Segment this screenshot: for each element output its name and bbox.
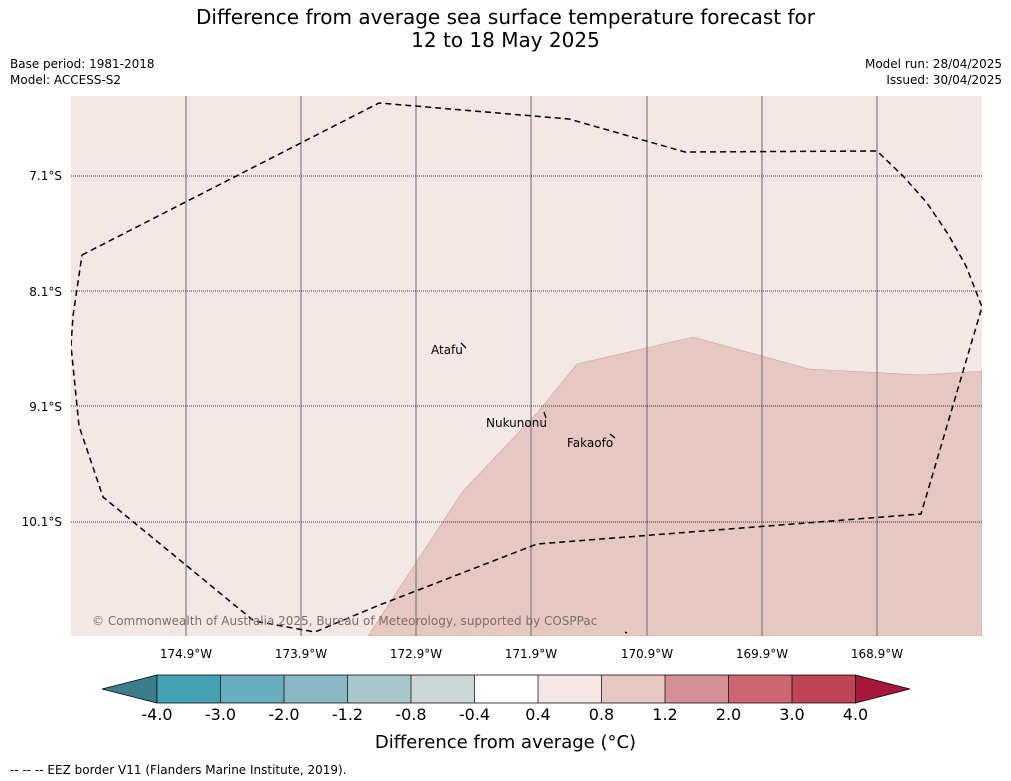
colorbar-tick-label: 2.0 [715, 705, 742, 724]
islet-mark [624, 631, 628, 634]
longitude-label: 169.9°W [735, 647, 789, 661]
longitude-label: 174.9°W [159, 647, 213, 661]
colorbar-segment [284, 675, 348, 703]
colorbar-min-extension [101, 674, 158, 704]
island-marks [460, 342, 628, 634]
eez-footnote: -- -- -- EEZ border V11 (Flanders Marine… [10, 763, 347, 777]
issued-date: Issued: 30/04/2025 [886, 73, 1002, 87]
latitude-label: 7.1°S [29, 169, 62, 183]
longitude-label: 170.9°W [620, 647, 674, 661]
colorbar-tick-label: 0.4 [525, 705, 551, 724]
longitude-label: 171.9°W [504, 647, 558, 661]
colorbar-tick-label: 3.0 [779, 705, 805, 724]
colorbar-segment [157, 675, 221, 703]
map-canvas [71, 96, 982, 636]
colorbar-tick-label: -2.0 [268, 705, 300, 724]
copyright-notice: © Commonwealth of Australia 2025, Bureau… [92, 614, 598, 628]
colorbar-tick-label: 4.0 [842, 705, 869, 724]
colorbar-segment [665, 675, 729, 703]
model-name: Model: ACCESS-S2 [10, 73, 122, 87]
latitude-label: 9.1°S [29, 400, 62, 414]
colorbar [100, 674, 912, 706]
sst-anomaly-map [71, 96, 982, 636]
colorbar-segment [601, 675, 665, 703]
place-label-nukunonu: Nukunonu [486, 416, 547, 430]
atafu-island-mark [460, 342, 467, 349]
fakaofo-island-mark [609, 433, 616, 439]
map-title-line1: Difference from average sea surface temp… [195, 5, 815, 29]
place-label-atafu: Atafu [431, 343, 463, 357]
colorbar-tick-label: 1.2 [652, 705, 678, 724]
colorbar-tick-label: -0.4 [458, 705, 491, 724]
eez-border [71, 102, 982, 633]
map-title: Difference from average sea surface temp… [0, 6, 1011, 52]
colorbar-segment [792, 675, 856, 703]
nukunonu-island-mark [543, 411, 547, 419]
colorbar-dividers [156, 674, 856, 704]
colorbar-svg [101, 674, 911, 704]
colorbar-max-extension [855, 674, 911, 704]
meta-right: Model run: 28/04/2025 Issued: 30/04/2025 [865, 56, 1002, 88]
longitude-label: 172.9°W [389, 647, 443, 661]
colorbar-tick-label: -4.0 [141, 705, 173, 724]
colorbar-segment [474, 675, 538, 703]
longitude-label: 168.9°W [850, 647, 904, 661]
colorbar-tick-label: 0.8 [588, 705, 615, 724]
colorbar-title: Difference from average (°C) [374, 732, 637, 753]
colorbar-tick-label: -0.8 [395, 705, 427, 724]
base-period: Base period: 1981-2018 [10, 57, 155, 71]
map-title-line2: 12 to 18 May 2025 [411, 28, 600, 52]
warm-anomaly-region [367, 336, 982, 636]
colorbar-tick-label: -1.2 [331, 705, 364, 724]
colorbar-segment [220, 675, 284, 703]
colorbar-segment [538, 675, 602, 703]
place-label-fakaofo: Fakaofo [567, 436, 614, 450]
longitude-label: 173.9°W [274, 647, 328, 661]
model-run: Model run: 28/04/2025 [864, 57, 1002, 71]
colorbar-segment [347, 675, 411, 703]
colorbar-segment [411, 675, 475, 703]
latitude-label: 10.1°S [21, 515, 62, 529]
meta-left: Base period: 1981-2018 Model: ACCESS-S2 [10, 56, 155, 88]
latitude-label: 8.1°S [29, 285, 62, 299]
colorbar-tick-label: -3.0 [204, 705, 237, 724]
colorbar-segment [728, 675, 792, 703]
